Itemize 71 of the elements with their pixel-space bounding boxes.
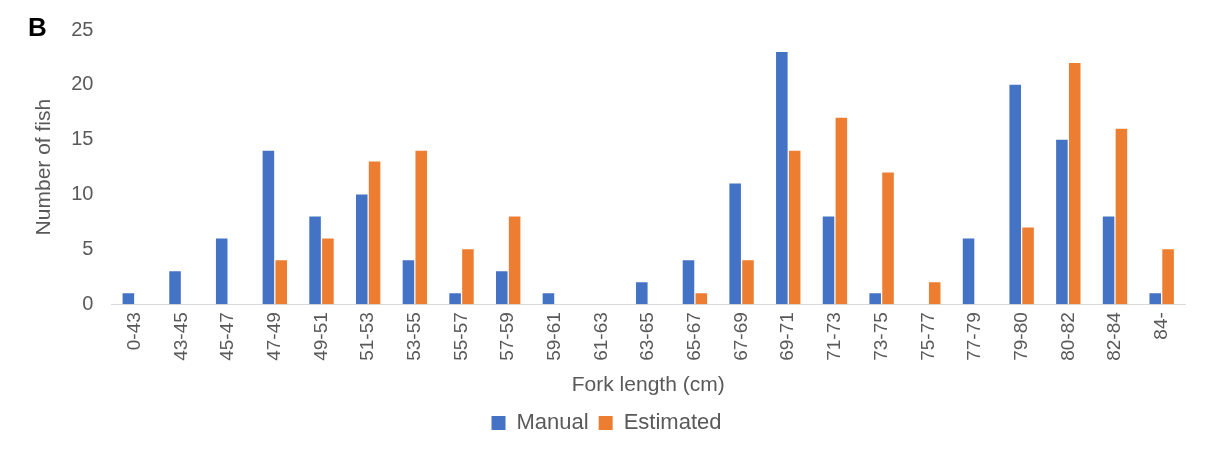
y-tick-label: 10 xyxy=(71,182,94,205)
bar xyxy=(402,260,415,305)
x-tick-label: 67-69 xyxy=(729,312,751,361)
bar xyxy=(776,51,788,305)
x-tick-label: 82-84 xyxy=(1103,311,1125,361)
x-tick-label: 53-55 xyxy=(403,312,425,361)
bar xyxy=(1009,84,1021,305)
text: B xyxy=(28,12,47,43)
bar xyxy=(882,172,894,305)
x-tick-label: 45-47 xyxy=(216,312,238,361)
bar xyxy=(355,194,368,305)
x-tick-label: 69-71 xyxy=(776,312,798,361)
x-tick-label: 57-59 xyxy=(496,312,518,361)
bar xyxy=(1102,216,1115,305)
x-tick-label: 65-67 xyxy=(683,312,705,361)
legend-label: Manual xyxy=(516,409,589,435)
bar xyxy=(695,293,708,305)
bar xyxy=(869,293,881,305)
bar xyxy=(822,216,835,305)
legend-label: Estimated xyxy=(623,409,722,435)
bar xyxy=(122,293,135,305)
bar xyxy=(215,238,228,305)
bar xyxy=(415,150,428,305)
x-tick-label: 77-79 xyxy=(963,312,985,361)
bar xyxy=(1115,128,1128,305)
y-tick-label: 15 xyxy=(71,127,94,150)
bar xyxy=(368,161,381,305)
bar xyxy=(729,183,741,305)
bar xyxy=(1162,249,1174,305)
x-tick-label: 63-65 xyxy=(636,312,658,361)
x-tick-label: 84- xyxy=(1149,312,1171,340)
bar xyxy=(1068,62,1081,305)
x-tick-label: 80-82 xyxy=(1056,312,1078,361)
x-tick-label: 79-80 xyxy=(1009,312,1031,361)
bar xyxy=(322,238,334,305)
bar xyxy=(1056,139,1068,305)
bar xyxy=(262,150,275,305)
y-axis-title: Number of fish xyxy=(31,98,55,236)
bar xyxy=(742,260,754,305)
x-tick-label: 73-75 xyxy=(869,312,891,361)
y-tick-label: 0 xyxy=(82,291,94,314)
bar xyxy=(835,117,848,305)
bar xyxy=(449,293,461,305)
x-tick-label: 47-49 xyxy=(263,312,285,361)
bar xyxy=(1022,227,1034,305)
x-tick-label: 51-53 xyxy=(356,312,378,361)
x-tick-label: 59-61 xyxy=(543,312,565,361)
x-tick-label: 55-57 xyxy=(449,312,471,361)
bar xyxy=(928,282,941,305)
bar xyxy=(496,271,508,305)
bar xyxy=(309,216,321,305)
bar xyxy=(636,282,648,305)
bar xyxy=(542,293,555,305)
x-axis-title: Fork length (cm) xyxy=(571,372,725,396)
bar xyxy=(169,271,181,305)
x-tick-label: 49-51 xyxy=(309,312,331,361)
bar xyxy=(962,238,975,305)
bar xyxy=(462,249,474,305)
x-tick-label: 43-45 xyxy=(169,312,191,361)
bar xyxy=(788,150,801,305)
bar xyxy=(1149,293,1162,305)
bar xyxy=(682,260,695,305)
y-tick-label: 5 xyxy=(82,236,94,259)
x-tick-label: 75-77 xyxy=(916,312,938,361)
y-tick-label: 25 xyxy=(71,17,94,40)
x-tick-label: 61-63 xyxy=(589,312,611,361)
x-tick-label: 71-73 xyxy=(823,312,845,361)
bar xyxy=(508,216,521,305)
x-tick-label: 0-43 xyxy=(123,312,145,351)
y-tick-label: 20 xyxy=(71,72,94,95)
bar xyxy=(275,260,288,305)
